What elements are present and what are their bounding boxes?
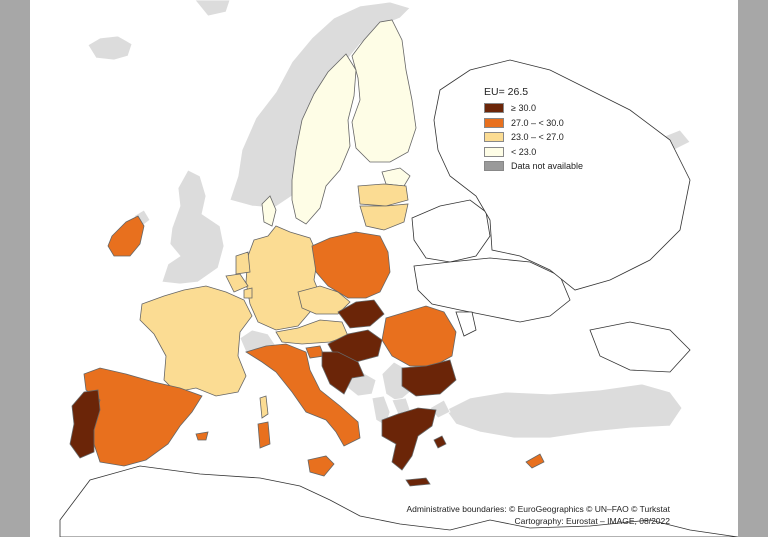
legend-item: < 23.0: [484, 145, 583, 160]
region-ireland: [107, 215, 145, 257]
credits-cartography: Cartography: Eurostat – IMAGE, 08/2022: [514, 516, 670, 526]
legend-swatch: [484, 103, 504, 114]
legend-label: 27.0 – < 30.0: [511, 117, 564, 128]
region-greek-islands: [433, 435, 447, 449]
legend-label: 23.0 – < 27.0: [511, 132, 564, 143]
region-denmark: [261, 195, 277, 227]
region-czechia: [297, 285, 351, 315]
region-greenland-edge: [194, 0, 231, 17]
region-netherlands: [235, 251, 251, 275]
legend-label: < 23.0: [511, 146, 537, 157]
credits-boundaries: Administrative boundaries: © EuroGeograp…: [406, 504, 670, 514]
region-balearic: [195, 431, 209, 441]
region-luxembourg: [243, 287, 253, 299]
region-iceland: [87, 35, 133, 61]
region-poland: [311, 231, 391, 299]
map-credits: Administrative boundaries: © EuroGeograp…: [406, 503, 670, 527]
region-caucasus: [589, 321, 691, 373]
legend-swatch: [484, 161, 504, 172]
region-belgium: [225, 273, 249, 293]
map-legend: EU= 26.5 ≥ 30.0 27.0 – < 30.0 23.0 – < 2…: [484, 86, 583, 174]
legend-label: Data not available: [511, 161, 584, 172]
region-north-africa: [59, 465, 738, 537]
region-cyprus: [525, 453, 545, 469]
region-italy: [245, 343, 361, 447]
region-turkey: [445, 383, 683, 439]
legend-swatch: [484, 146, 504, 157]
region-bulgaria: [401, 359, 457, 397]
region-latvia: [357, 183, 409, 207]
region-estonia: [381, 167, 411, 187]
region-sardinia: [257, 421, 271, 449]
region-croatia: [321, 351, 365, 395]
region-france: [139, 285, 253, 397]
europe-map: [30, 0, 738, 537]
region-slovakia: [337, 299, 385, 329]
legend-item: 23.0 – < 27.0: [484, 130, 583, 145]
region-greece: [381, 407, 437, 471]
region-sweden: [291, 53, 357, 225]
region-crete: [405, 477, 431, 487]
legend-label: ≥ 30.0: [511, 103, 536, 114]
region-romania: [381, 305, 457, 367]
region-lithuania: [359, 203, 409, 231]
region-uk: [161, 169, 225, 285]
region-corsica: [259, 395, 269, 419]
region-portugal: [69, 389, 101, 459]
legend-item: 27.0 – < 30.0: [484, 116, 583, 131]
region-moldova: [455, 311, 477, 337]
region-finland: [351, 19, 417, 163]
region-russia: [433, 59, 691, 291]
legend-title: EU= 26.5: [484, 86, 529, 98]
legend-item: ≥ 30.0: [484, 101, 583, 116]
region-sicily: [307, 455, 335, 477]
region-belarus: [411, 199, 491, 263]
map-frame: EU= 26.5 ≥ 30.0 27.0 – < 30.0 23.0 – < 2…: [30, 0, 738, 537]
legend-swatch: [484, 117, 504, 128]
legend-item: Data not available: [484, 159, 583, 174]
legend-swatch: [484, 132, 504, 143]
region-ukraine: [413, 257, 571, 323]
